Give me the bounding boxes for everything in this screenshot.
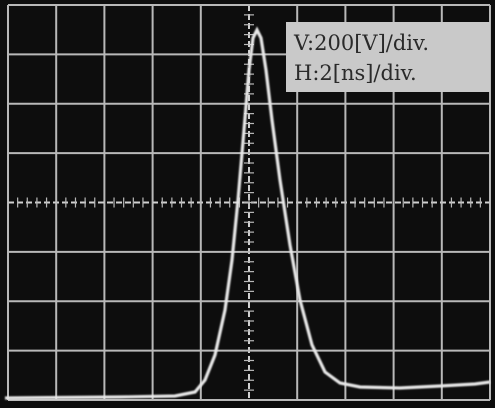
horizontal-scale: H:2[ns]/div. <box>294 61 417 85</box>
scale-label-box: V:200[V]/div. H:2[ns]/div. <box>286 22 490 92</box>
page: {"annotation": {"vertical": "V:200[V]/di… <box>0 0 495 408</box>
vertical-scale: V:200[V]/div. <box>293 31 429 55</box>
oscilloscope-screen: V:200[V]/div. H:2[ns]/div. <box>0 0 495 408</box>
